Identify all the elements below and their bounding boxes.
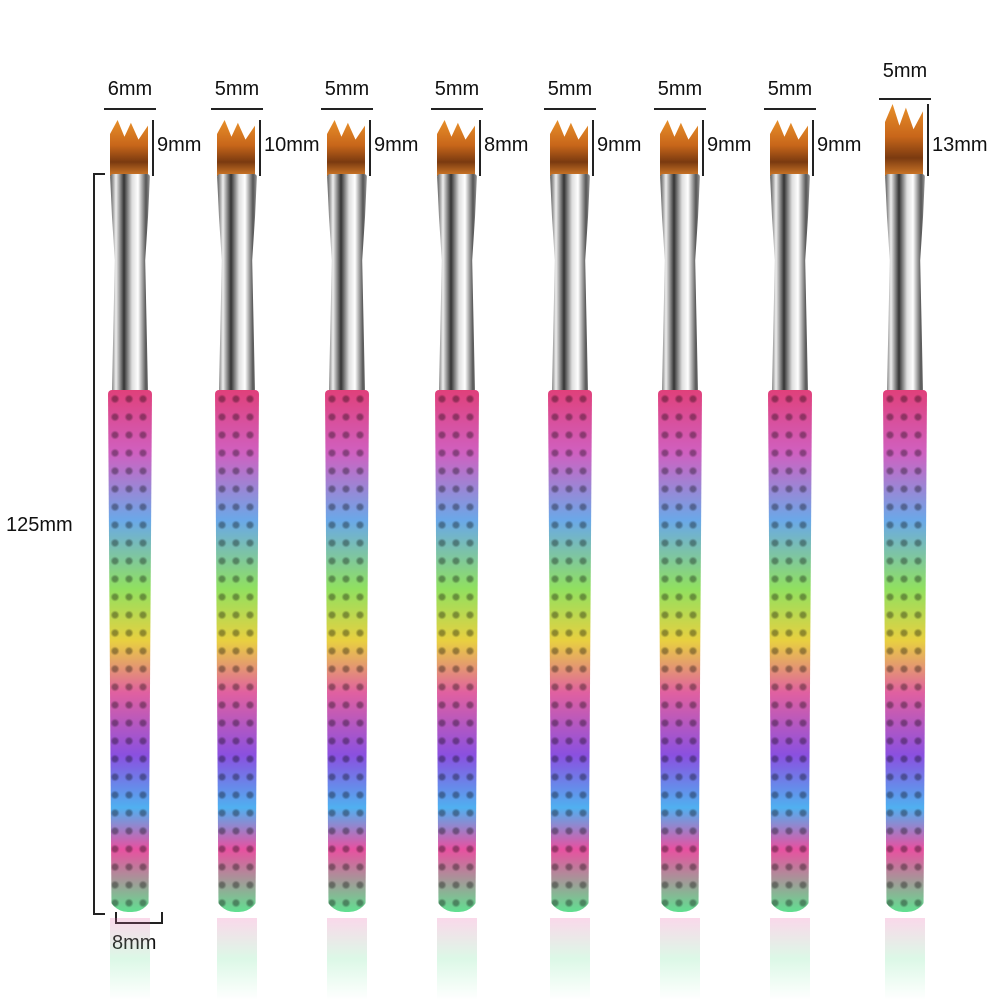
height-line xyxy=(259,120,261,176)
width-line xyxy=(879,98,931,100)
nail-brush: 5mm 9mm xyxy=(317,0,418,1000)
reflection xyxy=(217,918,257,1000)
reflection xyxy=(327,918,367,1000)
bristle-tip xyxy=(885,104,923,176)
bristle-tip xyxy=(660,120,698,176)
bristle-tip xyxy=(437,120,475,176)
diameter-label: 8mm xyxy=(112,932,157,954)
tip-height-label: 9mm xyxy=(707,134,752,156)
height-line xyxy=(152,120,154,176)
tip-width-label: 5mm xyxy=(882,60,928,82)
bristle-tip xyxy=(110,120,148,176)
nail-brush: 5mm 9mm xyxy=(540,0,641,1000)
width-line xyxy=(654,108,706,110)
reflection xyxy=(660,918,700,1000)
nail-brush: 5mm 13mm xyxy=(875,0,988,1000)
reflection xyxy=(110,918,150,1000)
tip-height-label: 13mm xyxy=(932,134,988,156)
ferrule xyxy=(217,174,257,390)
tip-width-label: 5mm xyxy=(657,78,703,100)
tip-height-label: 9mm xyxy=(157,134,202,156)
honeycomb-handle xyxy=(325,390,369,912)
honeycomb-handle xyxy=(658,390,702,912)
height-line xyxy=(479,120,481,176)
ferrule xyxy=(437,174,477,390)
length-label: 125mm xyxy=(6,514,73,536)
tip-height-label: 9mm xyxy=(374,134,419,156)
tip-width-label: 5mm xyxy=(767,78,813,100)
bristle-tip xyxy=(327,120,365,176)
width-line xyxy=(211,108,263,110)
honeycomb-handle xyxy=(435,390,479,912)
honeycomb-handle xyxy=(108,390,152,912)
tip-height-label: 8mm xyxy=(484,134,529,156)
nail-brush: 5mm 9mm xyxy=(650,0,751,1000)
width-line xyxy=(321,108,373,110)
tip-width-label: 5mm xyxy=(434,78,480,100)
reflection xyxy=(550,918,590,1000)
length-bracket xyxy=(93,173,105,915)
bristle-tip xyxy=(550,120,588,176)
bristle-tip xyxy=(217,120,255,176)
honeycomb-handle xyxy=(548,390,592,912)
width-line xyxy=(431,108,483,110)
tip-height-label: 10mm xyxy=(264,134,320,156)
width-line xyxy=(104,108,156,110)
honeycomb-handle xyxy=(768,390,812,912)
height-line xyxy=(927,104,929,176)
ferrule xyxy=(110,174,150,390)
width-line xyxy=(764,108,816,110)
height-line xyxy=(702,120,704,176)
height-line xyxy=(592,120,594,176)
width-line xyxy=(544,108,596,110)
tip-width-label: 6mm xyxy=(107,78,153,100)
honeycomb-handle xyxy=(215,390,259,912)
height-line xyxy=(812,120,814,176)
ferrule xyxy=(550,174,590,390)
tip-width-label: 5mm xyxy=(324,78,370,100)
tip-height-label: 9mm xyxy=(597,134,642,156)
reflection xyxy=(885,918,925,1000)
ferrule xyxy=(660,174,700,390)
tip-width-label: 5mm xyxy=(547,78,593,100)
tip-height-label: 9mm xyxy=(817,134,862,156)
ferrule xyxy=(770,174,810,390)
nail-brush: 5mm 9mm xyxy=(760,0,861,1000)
nail-brush: 6mm 9mm xyxy=(100,0,201,1000)
tip-width-label: 5mm xyxy=(214,78,260,100)
ferrule xyxy=(327,174,367,390)
nail-brush: 5mm 8mm xyxy=(427,0,528,1000)
nail-brush: 5mm 10mm xyxy=(207,0,320,1000)
height-line xyxy=(369,120,371,176)
bristle-tip xyxy=(770,120,808,176)
reflection xyxy=(437,918,477,1000)
diameter-bracket xyxy=(115,912,163,924)
honeycomb-handle xyxy=(883,390,927,912)
ferrule xyxy=(885,174,925,390)
reflection xyxy=(770,918,810,1000)
